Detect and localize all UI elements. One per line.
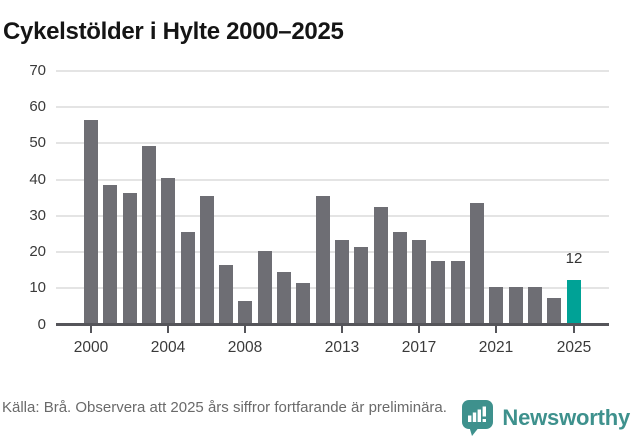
gridline-10 [56,287,609,289]
x-axis-label-2025: 2025 [556,339,592,356]
gridline-30 [56,215,609,217]
x-axis-tick-2013 [341,326,343,333]
gridline-70 [56,70,609,72]
bar-2008 [238,301,252,323]
bar-2022 [509,287,523,323]
bar-2002 [123,193,137,323]
x-axis-label-2000: 2000 [73,339,109,356]
bar-2005 [181,232,195,323]
x-axis-label-2008: 2008 [227,339,263,356]
bar-2016 [393,232,407,323]
gridline-20 [56,251,609,253]
x-axis-line [56,323,609,326]
bar-2023 [528,287,542,323]
bar-2011 [296,283,310,323]
bar-2019 [451,261,465,323]
y-axis-label-20: 20 [29,243,46,260]
bar-2013 [335,240,349,323]
gridline-40 [56,179,609,181]
bar-2020 [470,203,484,323]
bar-2010 [277,272,291,323]
bar-2014 [354,247,368,323]
source-note: Källa: Brå. Observera att 2025 års siffr… [2,399,447,416]
y-axis-label-0: 0 [37,316,46,333]
bar-value-label: 12 [565,250,583,267]
bar-2012 [316,196,330,323]
newsworthy-logo-icon [462,400,494,436]
x-axis-tick-2021 [495,326,497,333]
y-axis-label-60: 60 [29,98,46,115]
x-axis-tick-2008 [244,326,246,333]
chart-title: Cykelstölder i Hylte 2000–2025 [3,18,344,46]
bar-2009 [258,251,272,323]
bar-2024 [547,298,561,323]
x-axis-label-2017: 2017 [401,339,437,356]
bar-2000 [84,120,98,323]
bar-2025 [567,280,581,323]
bar-2007 [219,265,233,323]
y-axis-label-40: 40 [29,171,46,188]
bar-2021 [489,287,503,323]
bar-2004 [161,178,175,323]
y-axis-label-10: 10 [29,279,46,296]
bar-2017 [412,240,426,323]
newsworthy-brand-name: Newsworthy [502,405,630,430]
x-axis-label-2004: 2004 [150,339,186,356]
x-axis-tick-2025 [573,326,575,333]
x-axis-tick-2017 [418,326,420,333]
bar-2018 [431,261,445,323]
x-axis-label-2021: 2021 [478,339,514,356]
bar-2001 [103,185,117,323]
bar-2006 [200,196,214,323]
bar-2003 [142,146,156,323]
y-axis-label-30: 30 [29,207,46,224]
gridline-60 [56,106,609,108]
x-axis-tick-2004 [167,326,169,333]
bar-2015 [374,207,388,323]
x-axis-label-2013: 2013 [324,339,360,356]
x-axis-tick-2000 [90,326,92,333]
y-axis-label-70: 70 [29,62,46,79]
gridline-50 [56,142,609,144]
y-axis-label-50: 50 [29,134,46,151]
newsworthy-logo: Newsworthy [462,400,630,436]
